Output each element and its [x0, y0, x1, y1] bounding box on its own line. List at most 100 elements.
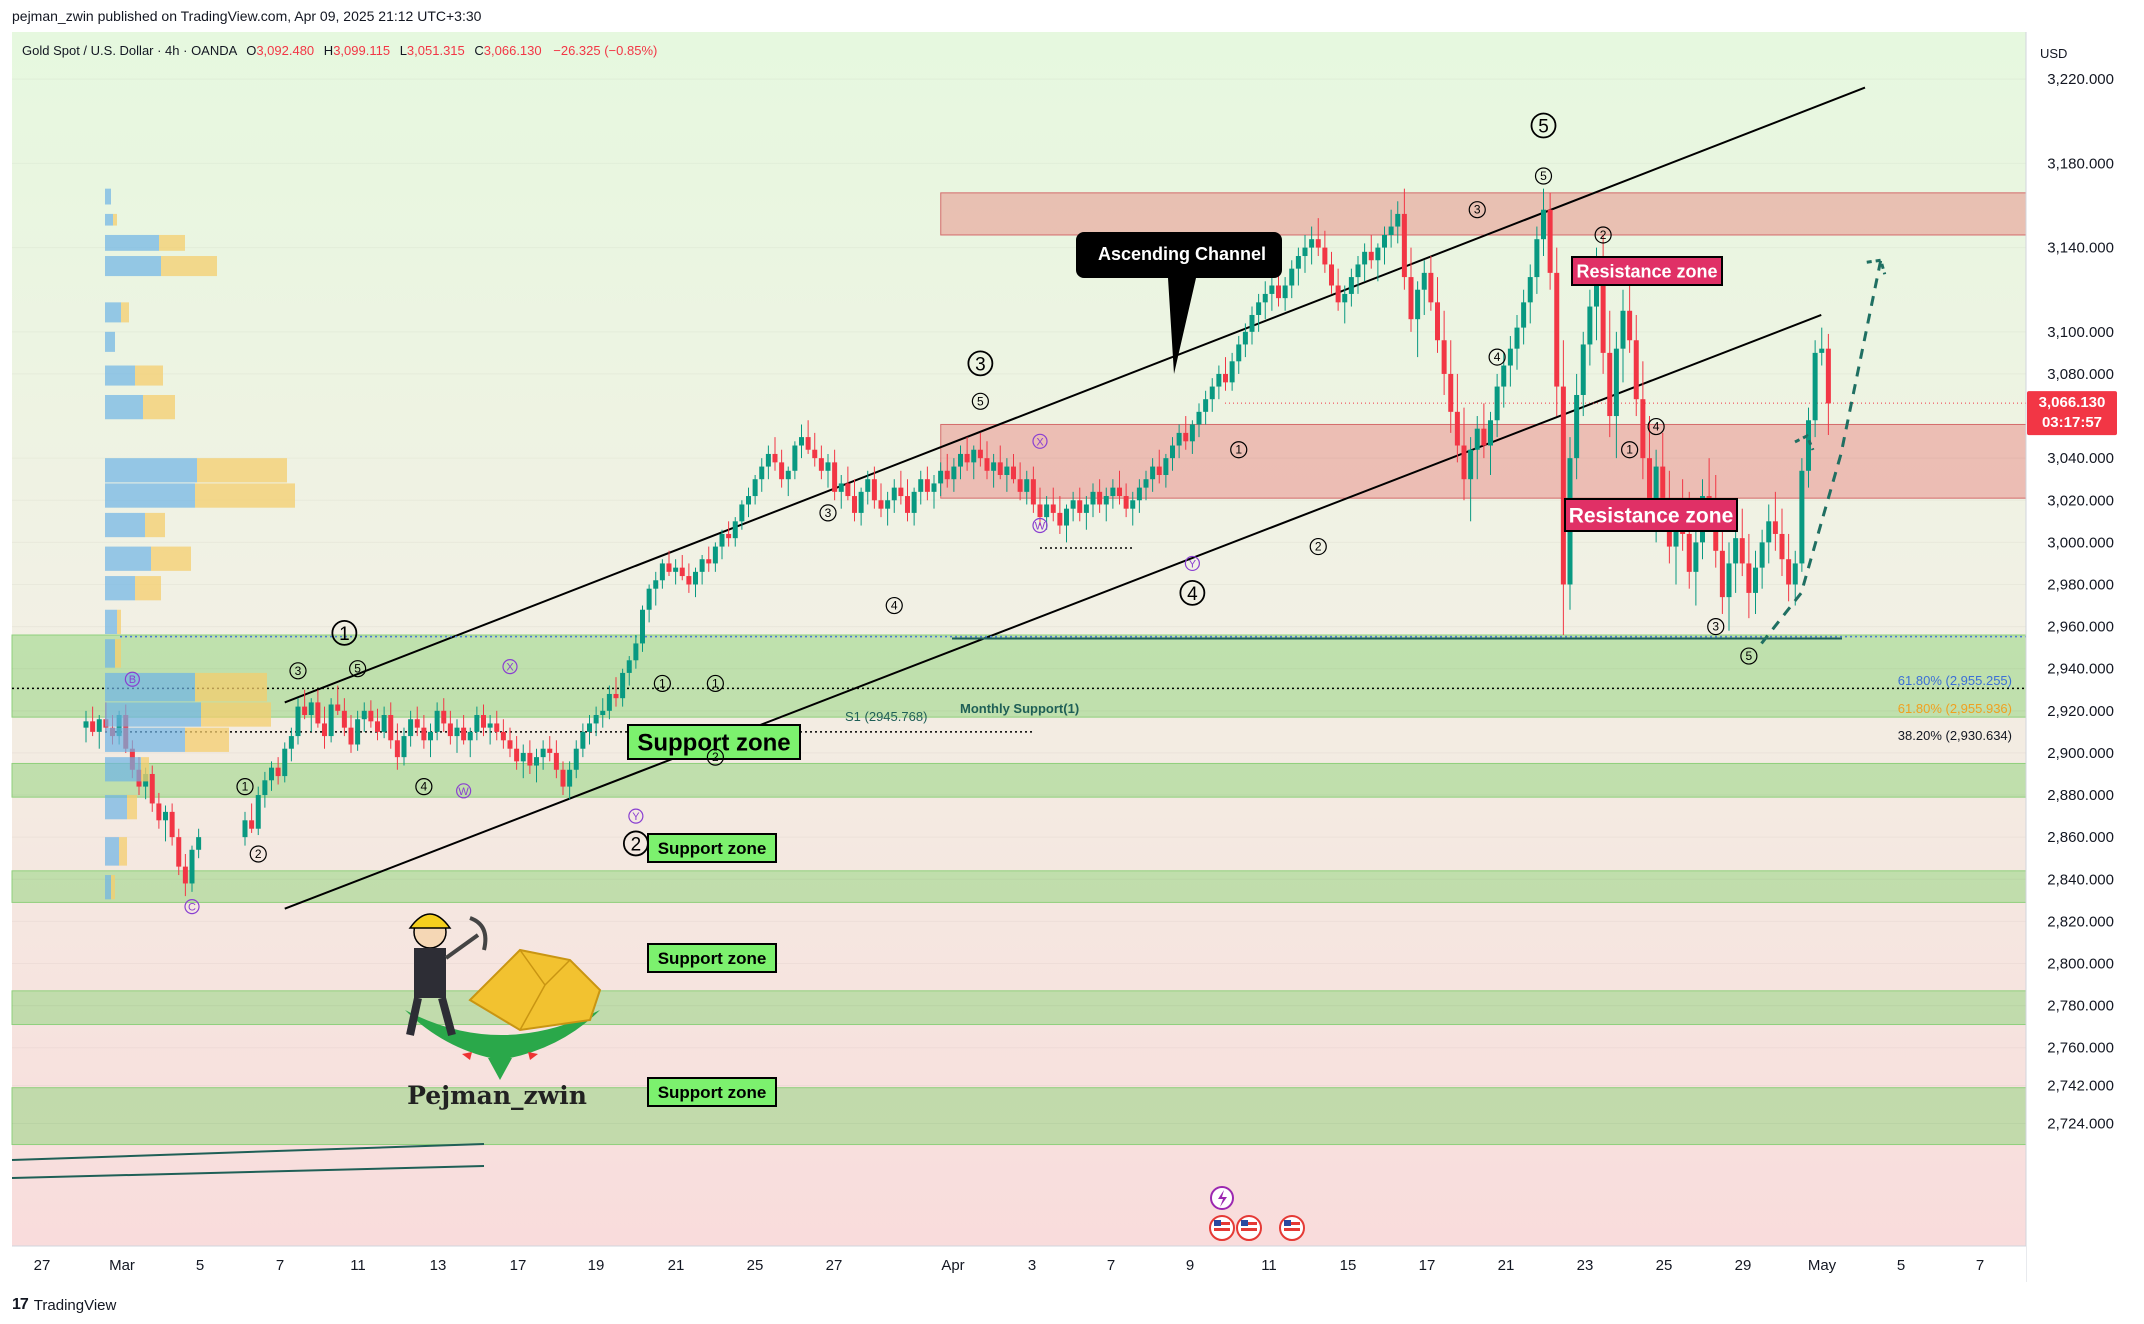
- candle: [759, 458, 765, 492]
- support-zone-box[interactable]: [11, 990, 2027, 1026]
- wave-label[interactable]: 2: [1594, 226, 1612, 244]
- wave-label-text: W: [1035, 521, 1046, 533]
- candle-body: [1640, 399, 1646, 459]
- wave-label[interactable]: 4: [415, 778, 433, 796]
- candle-body: [1759, 542, 1765, 568]
- wave-label[interactable]: W: [456, 783, 472, 799]
- candle-body: [1753, 567, 1758, 593]
- wave-label[interactable]: 1: [1621, 441, 1639, 459]
- candle: [931, 474, 937, 509]
- candle: [1368, 234, 1374, 269]
- candle-body: [534, 757, 539, 766]
- wave-label[interactable]: 2: [622, 830, 649, 857]
- wave-label[interactable]: X: [502, 658, 518, 675]
- wave-label[interactable]: 4: [1647, 417, 1665, 436]
- wave-label[interactable]: 1: [653, 674, 671, 693]
- price-axis-panel[interactable]: [2026, 32, 2144, 1282]
- trendline-lower-left[interactable]: [11, 1143, 485, 1161]
- support-zone-box[interactable]: [11, 870, 2027, 903]
- candle-body: [1541, 209, 1546, 240]
- support-zone-label[interactable]: Support zone: [647, 1077, 777, 1107]
- support-zone-box[interactable]: [11, 1087, 2027, 1146]
- wave-label[interactable]: 2: [249, 845, 267, 863]
- candle-body: [1276, 285, 1281, 299]
- support-zone-box[interactable]: [11, 762, 2027, 798]
- ascending-channel-callout[interactable]: Ascending Channel: [1076, 232, 1282, 374]
- candle-body: [1070, 500, 1076, 509]
- candle-body: [891, 487, 897, 501]
- wave-label[interactable]: 1: [1230, 441, 1248, 459]
- candle: [1024, 470, 1030, 505]
- candle-body: [1024, 479, 1030, 492]
- wave-label-text: 3: [1712, 620, 1719, 634]
- candle: [1461, 407, 1467, 501]
- wave-label[interactable]: 4: [885, 596, 903, 615]
- candle-body: [640, 609, 645, 644]
- candle: [1541, 188, 1546, 257]
- support-zone-box[interactable]: [11, 634, 2027, 718]
- candle-body: [1315, 239, 1321, 248]
- wave-label[interactable]: W: [1032, 517, 1048, 534]
- wave-label-text: 1: [712, 676, 719, 690]
- candle-body: [1408, 277, 1414, 320]
- candle-body: [885, 500, 891, 509]
- wave-label[interactable]: 3: [967, 350, 994, 377]
- price-tick-label: 3,140.000: [2047, 240, 2114, 257]
- wave-label[interactable]: 3: [289, 662, 307, 680]
- candle: [1534, 226, 1540, 294]
- ohlc-close-value: 3,066.130: [484, 43, 542, 58]
- wave-label[interactable]: X: [1032, 433, 1048, 449]
- candle-body: [1064, 508, 1069, 526]
- wave-label[interactable]: 3: [1468, 201, 1486, 219]
- wave-label[interactable]: 3: [1707, 617, 1725, 636]
- support-zone-label[interactable]: Support zone: [647, 833, 777, 863]
- support-zone-label[interactable]: Support zone: [647, 943, 777, 973]
- wave-label[interactable]: 1: [331, 620, 358, 646]
- ascending-channel-upper-line[interactable]: [284, 86, 1866, 704]
- candle-body: [507, 740, 513, 749]
- candle-body: [918, 479, 924, 492]
- candle-body: [1534, 239, 1540, 278]
- wave-label[interactable]: 5: [349, 660, 367, 678]
- wave-label[interactable]: 3: [819, 504, 837, 522]
- ohlc-low-value: 3,051.315: [407, 43, 465, 58]
- wave-label[interactable]: 4: [1488, 348, 1506, 366]
- resistance-zone-label[interactable]: Resistance zone: [1564, 498, 1738, 532]
- wave-label[interactable]: 5: [1534, 167, 1553, 185]
- wave-label[interactable]: Y: [628, 808, 644, 824]
- wave-label[interactable]: 5: [1740, 647, 1758, 665]
- candle-body: [322, 723, 327, 737]
- support-zone-label[interactable]: Support zone: [627, 724, 801, 760]
- flag-stripe: [1284, 1222, 1300, 1225]
- candle: [196, 828, 202, 859]
- wave-label[interactable]: 1: [706, 674, 724, 693]
- wave-label[interactable]: 2: [1309, 537, 1327, 556]
- candle-body: [441, 710, 447, 724]
- time-tick-label: 21: [668, 1257, 685, 1274]
- candle-body: [1223, 373, 1228, 383]
- miner-legs: [406, 996, 456, 1037]
- wave-label[interactable]: 4: [1179, 580, 1206, 606]
- trendline-lower-left[interactable]: [11, 1165, 485, 1179]
- currency-label[interactable]: USD: [2040, 46, 2067, 61]
- candle-body: [1103, 496, 1109, 505]
- wave-label[interactable]: 5: [971, 392, 989, 410]
- resistance-zone-label[interactable]: Resistance zone: [1571, 256, 1723, 286]
- projected-path-arrow[interactable]: [1760, 259, 1883, 645]
- wave-label[interactable]: 5: [1530, 112, 1557, 139]
- wave-label[interactable]: Y: [1184, 555, 1200, 572]
- wave-label[interactable]: B: [124, 671, 140, 687]
- economic-events[interactable]: [1209, 1186, 1305, 1241]
- candle-body: [1209, 386, 1215, 400]
- volume-profile-bar: [121, 302, 129, 323]
- time-axis-panel[interactable]: [12, 1246, 2026, 1282]
- candle-body: [1719, 550, 1725, 598]
- wave-label[interactable]: C: [184, 899, 200, 915]
- wave-label[interactable]: 2: [706, 748, 724, 766]
- candle: [1507, 336, 1513, 387]
- volume-profile-bar: [105, 365, 135, 386]
- wave-label[interactable]: 1: [236, 778, 254, 796]
- candle: [1017, 462, 1023, 501]
- candle: [1150, 458, 1156, 492]
